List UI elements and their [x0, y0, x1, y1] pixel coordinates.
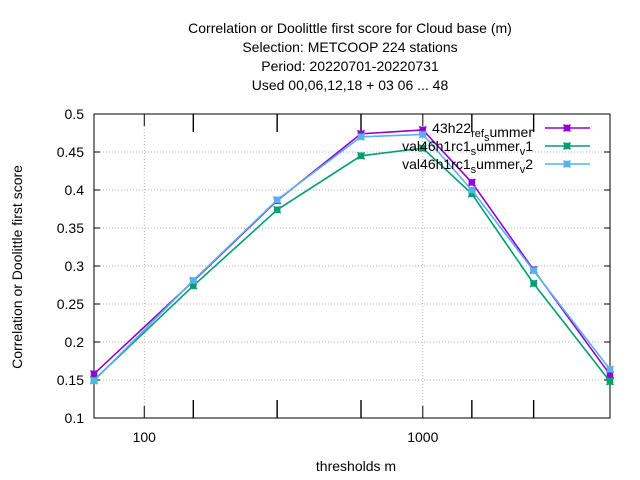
data-point — [467, 178, 476, 187]
data-series — [89, 125, 615, 386]
legend-entry-2: val46h1rc1summerv1 — [402, 138, 590, 158]
data-point — [605, 377, 615, 386]
data-point — [356, 151, 366, 160]
x-tick-label: 1000 — [407, 429, 438, 445]
marker-square — [530, 280, 537, 287]
marker-square — [563, 160, 571, 168]
data-point — [89, 369, 99, 378]
y-tick-label: 0.5 — [65, 106, 85, 122]
marker-square — [563, 142, 571, 150]
legend-marker — [562, 159, 572, 169]
x-tick-label: 100 — [133, 429, 157, 445]
marker-square — [606, 366, 614, 373]
data-point — [89, 376, 99, 385]
marker-square — [419, 144, 427, 152]
legend-entry-1: 43h22refsummer — [432, 120, 590, 144]
marker-square — [190, 277, 197, 284]
legend-label: 43h22refsummer — [432, 120, 533, 144]
marker-square — [468, 186, 476, 194]
tick-labels: 0.1 0.15 0.2 0.25 0.3 0.35 0.4 0.45 0.5 100 1000 — [57, 106, 439, 445]
marker-square — [419, 131, 427, 138]
marker-square — [90, 377, 98, 385]
data-point — [356, 132, 366, 141]
legend-marker — [562, 123, 572, 133]
x-axis-label: thresholds m — [316, 458, 396, 474]
y-tick-label: 0.25 — [57, 296, 84, 312]
data-point — [273, 205, 282, 214]
chart-title: Correlation or Doolittle first score for… — [188, 20, 512, 93]
legend-label: val46h1rc1summerv1 — [402, 138, 533, 158]
marker-square — [530, 267, 537, 274]
y-tick-label: 0.1 — [65, 410, 85, 426]
marker-square — [273, 206, 281, 214]
data-point — [529, 266, 538, 275]
data-point — [418, 130, 427, 139]
marker-square — [273, 196, 281, 204]
series-2 — [89, 144, 615, 386]
grid-lines — [94, 114, 610, 418]
data-point — [418, 144, 427, 153]
data-point — [605, 365, 615, 374]
marker-square — [563, 124, 571, 132]
marker-square — [357, 152, 365, 160]
data-point — [273, 195, 282, 204]
series-line — [93, 147, 611, 382]
marker-square — [357, 133, 365, 141]
axes — [93, 113, 611, 419]
title-line-4: Used 00,06,12,18 + 03 06 ... 48 — [252, 77, 449, 93]
data-point — [529, 279, 538, 288]
marker-square — [606, 378, 614, 385]
legend-marker — [562, 141, 572, 151]
y-tick-label: 0.15 — [57, 372, 84, 388]
y-tick-label: 0.3 — [65, 258, 85, 274]
marker-square — [90, 370, 98, 378]
legend-label: val46h1rc1summerv2 — [402, 156, 533, 176]
y-tick-label: 0.2 — [65, 334, 85, 350]
series-line — [93, 133, 611, 382]
y-tick-label: 0.4 — [65, 182, 85, 198]
series-1 — [89, 125, 615, 379]
data-point — [467, 185, 476, 195]
data-point — [189, 276, 198, 285]
y-tick-label: 0.35 — [57, 220, 84, 236]
title-line-1: Correlation or Doolittle first score for… — [188, 20, 512, 36]
series-3 — [89, 130, 615, 385]
y-tick-label: 0.45 — [57, 144, 84, 160]
legend: 43h22refsummerval46h1rc1summerv1val46h1r… — [402, 120, 590, 176]
title-line-3: Period: 20220701-20220731 — [261, 58, 439, 74]
y-axis-label: Correlation or Doolittle first score — [9, 165, 25, 369]
title-line-2: Selection: METCOOP 224 stations — [242, 39, 457, 55]
legend-entry-3: val46h1rc1summerv2 — [402, 156, 590, 176]
marker-square — [468, 179, 476, 186]
